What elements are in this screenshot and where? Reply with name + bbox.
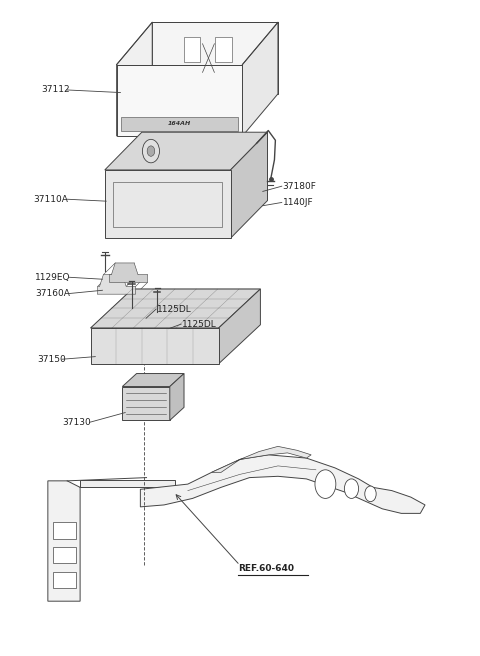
Polygon shape: [215, 37, 232, 62]
Polygon shape: [170, 373, 184, 420]
Polygon shape: [80, 480, 175, 487]
Polygon shape: [121, 117, 238, 131]
Polygon shape: [91, 289, 261, 328]
Polygon shape: [122, 386, 170, 420]
Text: 1140JF: 1140JF: [283, 198, 313, 207]
Text: 37130: 37130: [62, 418, 91, 427]
Text: 37150: 37150: [37, 355, 66, 363]
Text: 1125DL: 1125DL: [157, 304, 192, 314]
Polygon shape: [97, 275, 136, 294]
Polygon shape: [91, 328, 219, 364]
Polygon shape: [212, 446, 311, 472]
Text: 1129EQ: 1129EQ: [35, 273, 71, 282]
Text: 37112: 37112: [42, 85, 70, 94]
Polygon shape: [184, 37, 200, 62]
Text: REF.60-640: REF.60-640: [238, 564, 294, 573]
Circle shape: [344, 479, 359, 499]
Polygon shape: [140, 455, 425, 514]
Text: 37180F: 37180F: [283, 182, 317, 191]
Polygon shape: [122, 373, 184, 386]
Polygon shape: [53, 522, 76, 539]
Circle shape: [315, 470, 336, 499]
Polygon shape: [53, 547, 76, 564]
Polygon shape: [105, 133, 267, 170]
Polygon shape: [152, 22, 278, 94]
Circle shape: [143, 139, 159, 163]
Polygon shape: [230, 133, 267, 238]
Text: 164AH: 164AH: [168, 121, 191, 126]
Text: 1125DL: 1125DL: [182, 319, 217, 329]
Circle shape: [365, 486, 376, 502]
Text: 37110A: 37110A: [34, 195, 69, 204]
Polygon shape: [105, 170, 230, 238]
Text: 37160A: 37160A: [35, 289, 70, 298]
Polygon shape: [117, 64, 242, 136]
Polygon shape: [219, 289, 261, 364]
Polygon shape: [117, 22, 152, 136]
Polygon shape: [53, 572, 76, 588]
Circle shape: [147, 146, 155, 156]
Polygon shape: [48, 481, 80, 601]
Polygon shape: [109, 263, 147, 283]
Polygon shape: [242, 22, 278, 136]
